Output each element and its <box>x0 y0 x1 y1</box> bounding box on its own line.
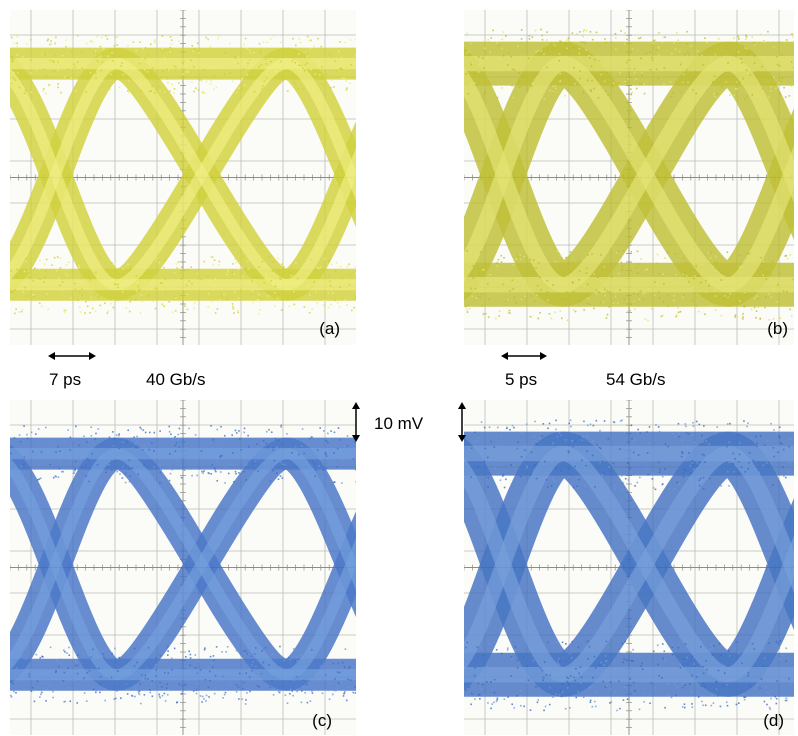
time-scale-label-right: 5 ps <box>505 370 538 389</box>
eye-diagram-c: (c) <box>10 400 356 735</box>
panel-label-a: (a) <box>319 319 340 338</box>
panel-label-b: (b) <box>767 319 788 338</box>
eye-trace-d <box>464 400 794 735</box>
eye-diagram-a: (a) <box>10 10 356 345</box>
eye-trace-b <box>464 10 794 345</box>
bitrate-label-right: 54 Gb/s <box>606 370 666 389</box>
bitrate-label-left: 40 Gb/s <box>146 370 206 389</box>
eye-trace-c <box>10 400 356 735</box>
eye-trace-d-bands <box>464 431 794 697</box>
eye-trace-c-bands <box>10 437 356 691</box>
voltage-scale-label: 10 mV <box>374 414 424 433</box>
eye-trace-b-noise <box>464 28 794 322</box>
eye-trace-c-noise <box>10 424 356 705</box>
eye-diagram-b: (b) <box>464 10 794 345</box>
time-scale-label-left: 7 ps <box>49 370 82 389</box>
eye-trace-a <box>10 10 356 345</box>
voltage-scale-arrow-left <box>352 402 360 442</box>
eye-trace-a-noise <box>10 34 356 315</box>
panel-label-c: (c) <box>312 711 332 730</box>
panel-label-d: (d) <box>763 711 784 730</box>
eye-diagram-d: (d) <box>464 400 794 735</box>
voltage-scale-arrow-right <box>458 402 466 442</box>
eye-trace-b-bands <box>464 41 794 307</box>
time-scale-arrow-left <box>48 352 96 360</box>
eye-trace-d-noise <box>464 419 793 712</box>
time-scale-arrow-right <box>501 352 547 360</box>
